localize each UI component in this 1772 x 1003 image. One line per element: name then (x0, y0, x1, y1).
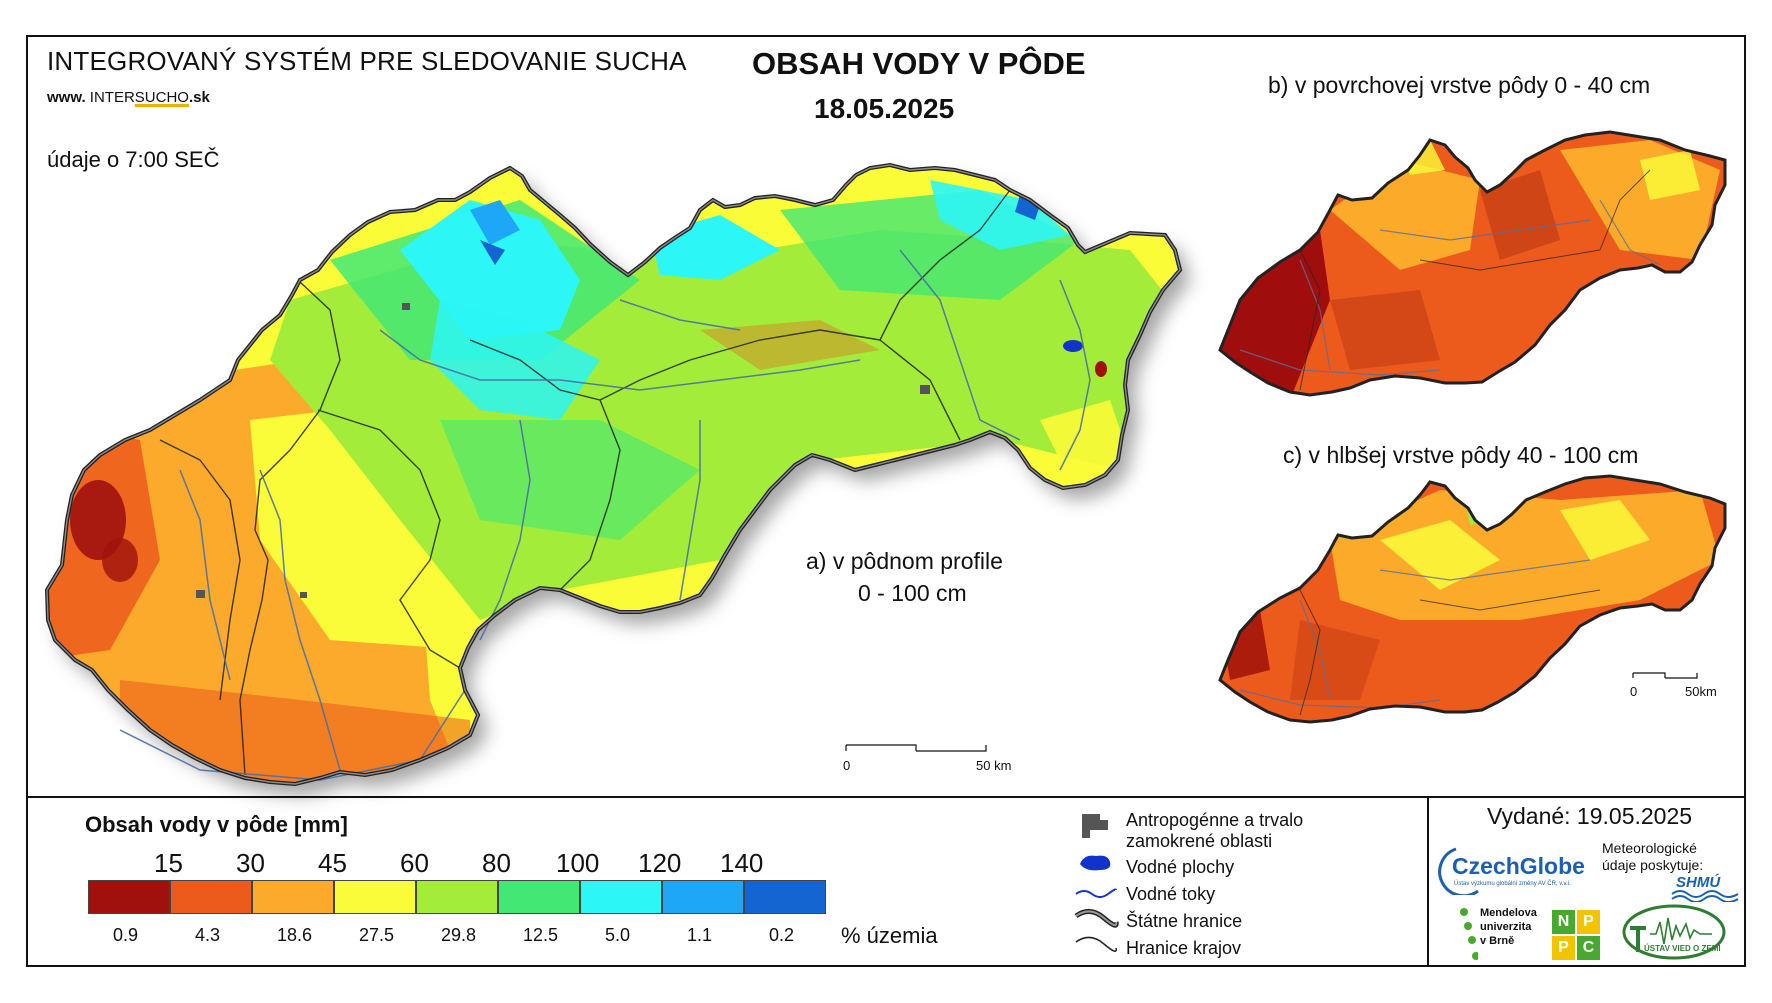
percent-territory-label: % územia (841, 923, 938, 948)
website-link[interactable]: www. INTERSUCHO.sk (47, 89, 210, 106)
map-a-depth-label: 0 - 100 cm (858, 580, 967, 606)
mendel-university-logo: Mendelova univerzita v Brně (1458, 906, 1548, 962)
legend-class-swatch (334, 880, 416, 914)
river-icon (1075, 888, 1117, 898)
scale-small-end: 50km (1685, 684, 1717, 699)
map-date: 18.05.2025 (814, 93, 955, 124)
legend-state-border-label: Štátne hranice (1126, 911, 1243, 931)
main-title: OBSAH VODY V PÔDE (752, 46, 1086, 81)
earth-sciences-institute-logo: ÚSTAV VIED O ZEMI (1620, 904, 1730, 962)
legend-threshold-label: 45 (318, 848, 347, 878)
legend-anthropogenic-label: Antropogénne a trvalo zamokrené oblasti (1126, 810, 1304, 851)
meteo-data-provider: Meteorologické údaje poskytuje: (1602, 840, 1704, 873)
legend-class-percent: 4.3 (195, 925, 221, 945)
scale-bar-small (1632, 672, 1698, 679)
legend-threshold-label: 80 (482, 848, 511, 878)
legend-threshold-label: 100 (556, 848, 600, 878)
anthropogenic-area-icon (1082, 814, 1108, 838)
map-c-label: c) v hlbšej vrstve pôdy 40 - 100 cm (1283, 442, 1639, 468)
map-a-label: a) v pôdnom profile (806, 548, 1003, 574)
legend-class-percent: 18.6 (277, 925, 313, 945)
issued-date: Vydané: 19.05.2025 (1487, 803, 1693, 829)
water-body-icon (1080, 855, 1111, 871)
legend-threshold-label: 60 (400, 848, 429, 878)
legend-class-swatch (416, 880, 498, 914)
scale-small-zero: 0 (1630, 684, 1638, 699)
legend-class-percent: 12.5 (523, 925, 559, 945)
shmu-logo: SHMÚ (1670, 872, 1740, 902)
scale-main-end: 50 km (976, 758, 1012, 773)
legend-region-border-label: Hranice krajov (1126, 938, 1242, 958)
legend-threshold-label: 15 (154, 848, 183, 878)
system-title: INTEGROVANÝ SYSTÉM PRE SLEDOVANIE SUCHA (47, 46, 687, 76)
scale-main-zero: 0 (843, 758, 851, 773)
legend-class-swatch (252, 880, 334, 914)
logos-divider (1427, 796, 1429, 967)
legend-class-percent: 0.9 (113, 925, 139, 945)
legend-class-percent: 5.0 (605, 925, 631, 945)
legend-threshold-label: 140 (720, 848, 764, 878)
legend-title: Obsah vody v pôde [mm] (85, 812, 348, 837)
legend-threshold-label: 30 (236, 848, 265, 878)
legend-class-percent: 27.5 (359, 925, 395, 945)
legend-class-swatch (170, 880, 252, 914)
map-frame (26, 35, 1746, 967)
legend-class-swatch (88, 880, 170, 914)
data-time: údaje o 7:00 SEČ (47, 147, 220, 172)
legend-divider (26, 796, 1746, 798)
symbol-icons (1074, 814, 1119, 952)
legend-threshold-label: 120 (638, 848, 682, 878)
legend-class-swatch (744, 880, 826, 914)
state-border-icon (1074, 909, 1119, 928)
legend-water-bodies-label: Vodné plochy (1126, 857, 1235, 877)
nppc-logo: N P P C (1552, 910, 1600, 960)
legend-class-percent: 1.1 (687, 925, 713, 945)
legend-class-percent: 0.2 (769, 925, 795, 945)
legend-class-swatch (498, 880, 580, 914)
czechglobe-logo: CzechGlobe Ústav výzkumu globální změny … (1438, 843, 1598, 895)
legend-class-swatch (580, 880, 662, 914)
map-b-label: b) v povrchovej vrstve pôdy 0 - 40 cm (1268, 72, 1651, 98)
legend-rivers-label: Vodné toky (1126, 884, 1216, 904)
legend-class-percent: 29.8 (441, 925, 477, 945)
legend-class-swatch (662, 880, 744, 914)
region-border-icon (1075, 936, 1117, 952)
scale-bar-main (845, 744, 987, 752)
